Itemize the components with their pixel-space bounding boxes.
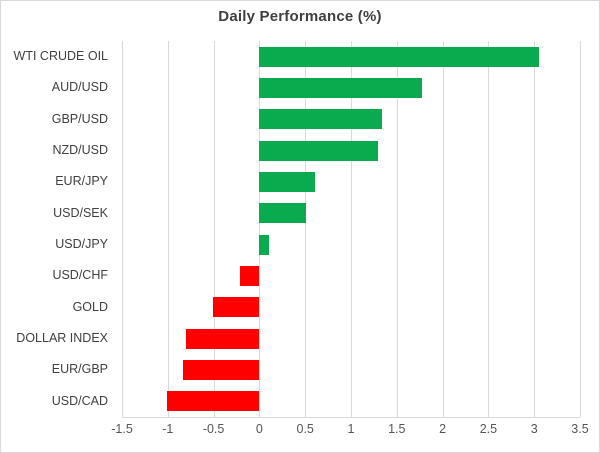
x-tick-label: 1: [347, 422, 355, 436]
bar-nzd-usd: [259, 140, 379, 161]
x-tick-label: 2.5: [479, 422, 498, 436]
category-axis: WTI CRUDE OIL AUD/USD GBP/USD NZD/USD EUR/JP…: [1, 41, 108, 417]
bar-usd-sek: [259, 203, 307, 224]
gridline: [305, 41, 307, 417]
bar-dollar-index: [186, 328, 260, 349]
chart-title: Daily Performance (%): [218, 8, 382, 25]
x-tick-label: 1.5: [388, 422, 406, 436]
bar-wti-crude-oil: [259, 46, 539, 67]
category-label-eur-gbp: EUR/GBP: [51, 362, 108, 377]
x-tick-label: -1.5: [111, 422, 133, 436]
bar-usd-chf: [240, 266, 260, 286]
category-label-aud-usd: AUD/USD: [51, 80, 108, 95]
category-label-wti-crude-oil: WTI CRUDE OIL: [13, 49, 108, 63]
gridline: [442, 41, 444, 417]
x-tick-label: 3: [530, 422, 538, 436]
plot-area: [122, 41, 581, 418]
x-tick-label: -1: [162, 422, 174, 436]
category-label-gold: GOLD: [72, 299, 108, 314]
category-label-dollar-index: DOLLAR INDEX: [16, 331, 108, 345]
gridline: [534, 41, 536, 417]
x-tick-label: -0.5: [202, 422, 225, 436]
x-tick-label: 0: [255, 422, 263, 436]
x-tick-label: 0.5: [296, 422, 314, 436]
category-label-usd-jpy: USD/JPY: [55, 237, 108, 251]
gridline: [396, 41, 398, 417]
category-label-gbp-usd: GBP/USD: [51, 111, 108, 126]
category-label-usd-chf: USD/CHF: [52, 268, 108, 283]
bar-eur-gbp: [183, 360, 260, 380]
bar-aud-usd: [259, 78, 423, 98]
category-label-nzd-usd: NZD/USD: [52, 143, 108, 157]
gridline: [213, 41, 215, 417]
gridline: [122, 41, 123, 417]
bar-gold: [212, 297, 260, 318]
gridline: [167, 41, 169, 417]
bar-usd-cad: [166, 391, 260, 412]
category-label-usd-cad: USD/CAD: [51, 393, 108, 408]
x-tick-label: 3.5: [571, 422, 589, 436]
bar-usd-jpy: [259, 234, 269, 255]
category-label-usd-sek: USD/SEK: [53, 205, 108, 220]
x-tick-label: 2: [439, 422, 447, 436]
gridline: [488, 41, 490, 417]
bar-eur-jpy: [259, 172, 316, 192]
gridline: [351, 41, 352, 417]
value-axis: -1.5 -1 -0.5 0 0.5 1 1.5 2 2.5 3 3.5: [111, 422, 588, 440]
category-label-eur-jpy: EUR/JPY: [55, 174, 108, 189]
bar-gbp-usd: [259, 109, 383, 130]
gridline: [259, 41, 261, 417]
gridline: [580, 41, 581, 417]
